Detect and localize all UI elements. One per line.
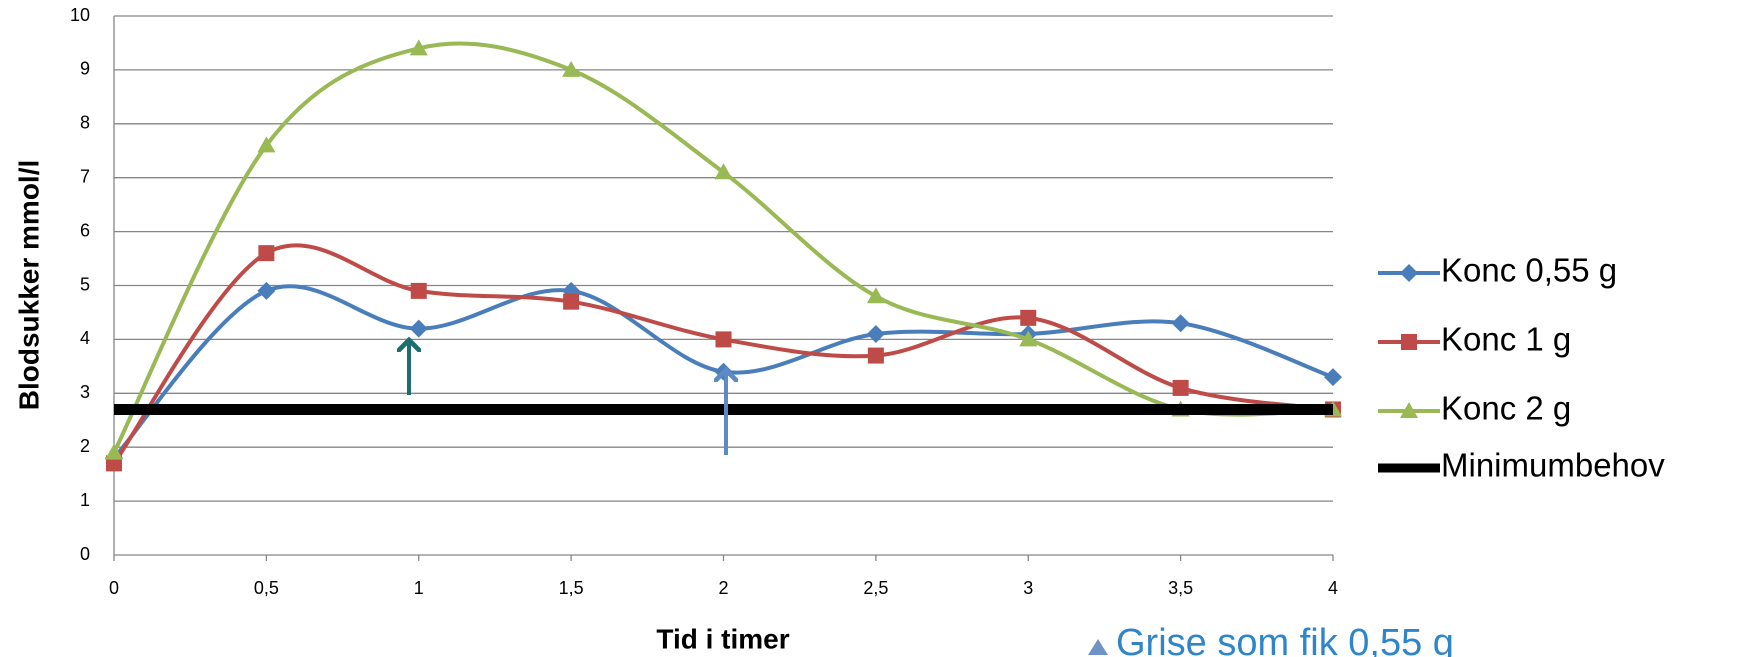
grid: 0 1 2 3 4 5 6 7 8 9 10 0 0,5 1 1,5 2 2,5 3 3,5 4 xyxy=(70,5,1338,598)
y-tick-label: 0 xyxy=(80,544,90,564)
x-tick-label: 0 xyxy=(109,578,119,598)
series-line xyxy=(112,284,1334,460)
y-axis-title: Blodsukker mmol/l xyxy=(13,160,44,411)
x-tick-label: 1 xyxy=(414,578,424,598)
y-tick-label: 3 xyxy=(80,382,90,402)
marker xyxy=(1171,314,1190,333)
marker xyxy=(714,163,733,180)
marker xyxy=(409,319,428,338)
marker xyxy=(1400,264,1418,282)
marker xyxy=(1400,402,1418,418)
marker xyxy=(257,281,276,300)
marker xyxy=(1401,334,1417,350)
marker xyxy=(866,325,885,344)
y-tick-label: 9 xyxy=(80,59,90,79)
marker xyxy=(1020,309,1037,326)
legend: Konc 0,55 g Konc 1 g Konc 2 g Minimumbehov xyxy=(1378,252,1665,484)
marker xyxy=(258,245,275,262)
marker xyxy=(714,362,733,381)
x-tick-label: 3 xyxy=(1023,578,1033,598)
legend-label: Konc 1 g xyxy=(1441,321,1571,358)
y-tick-label: 4 xyxy=(80,328,90,348)
annotation: Grise som fik 0,55 g xyxy=(1116,622,1454,657)
y-tick-label: 5 xyxy=(80,274,90,294)
marker xyxy=(867,347,884,364)
y-tick-label: 10 xyxy=(70,5,90,25)
legend-label: Minimumbehov xyxy=(1441,447,1665,484)
series-line xyxy=(112,243,1334,465)
marker xyxy=(105,443,123,460)
marker xyxy=(562,60,581,77)
marker xyxy=(563,293,580,310)
x-axis-title: Tid i timer xyxy=(656,623,789,654)
legend-label: Konc 2 g xyxy=(1441,390,1571,427)
series-line xyxy=(112,41,1334,454)
marker xyxy=(410,282,427,299)
y-tick-label: 6 xyxy=(80,220,90,240)
y-tick-label: 8 xyxy=(80,113,90,133)
marker xyxy=(1324,368,1342,387)
x-tick-label: 4 xyxy=(1328,578,1338,598)
x-tick-label: 2,5 xyxy=(863,578,888,598)
note-icon xyxy=(1088,639,1108,655)
legend-label: Konc 0,55 g xyxy=(1441,252,1617,289)
x-tick-label: 0,5 xyxy=(254,578,279,598)
marker xyxy=(866,287,885,304)
marker xyxy=(1172,379,1189,396)
marker xyxy=(257,136,276,153)
y-tick-label: 2 xyxy=(80,436,90,456)
y-tick-label: 7 xyxy=(80,166,90,186)
marker xyxy=(715,331,732,348)
x-tick-label: 3,5 xyxy=(1168,578,1193,598)
y-tick-label: 1 xyxy=(80,490,90,510)
marker xyxy=(1019,330,1038,347)
marker xyxy=(409,39,428,56)
x-tick-label: 2 xyxy=(718,578,728,598)
x-tick-label: 1,5 xyxy=(559,578,584,598)
plot xyxy=(105,39,1342,472)
